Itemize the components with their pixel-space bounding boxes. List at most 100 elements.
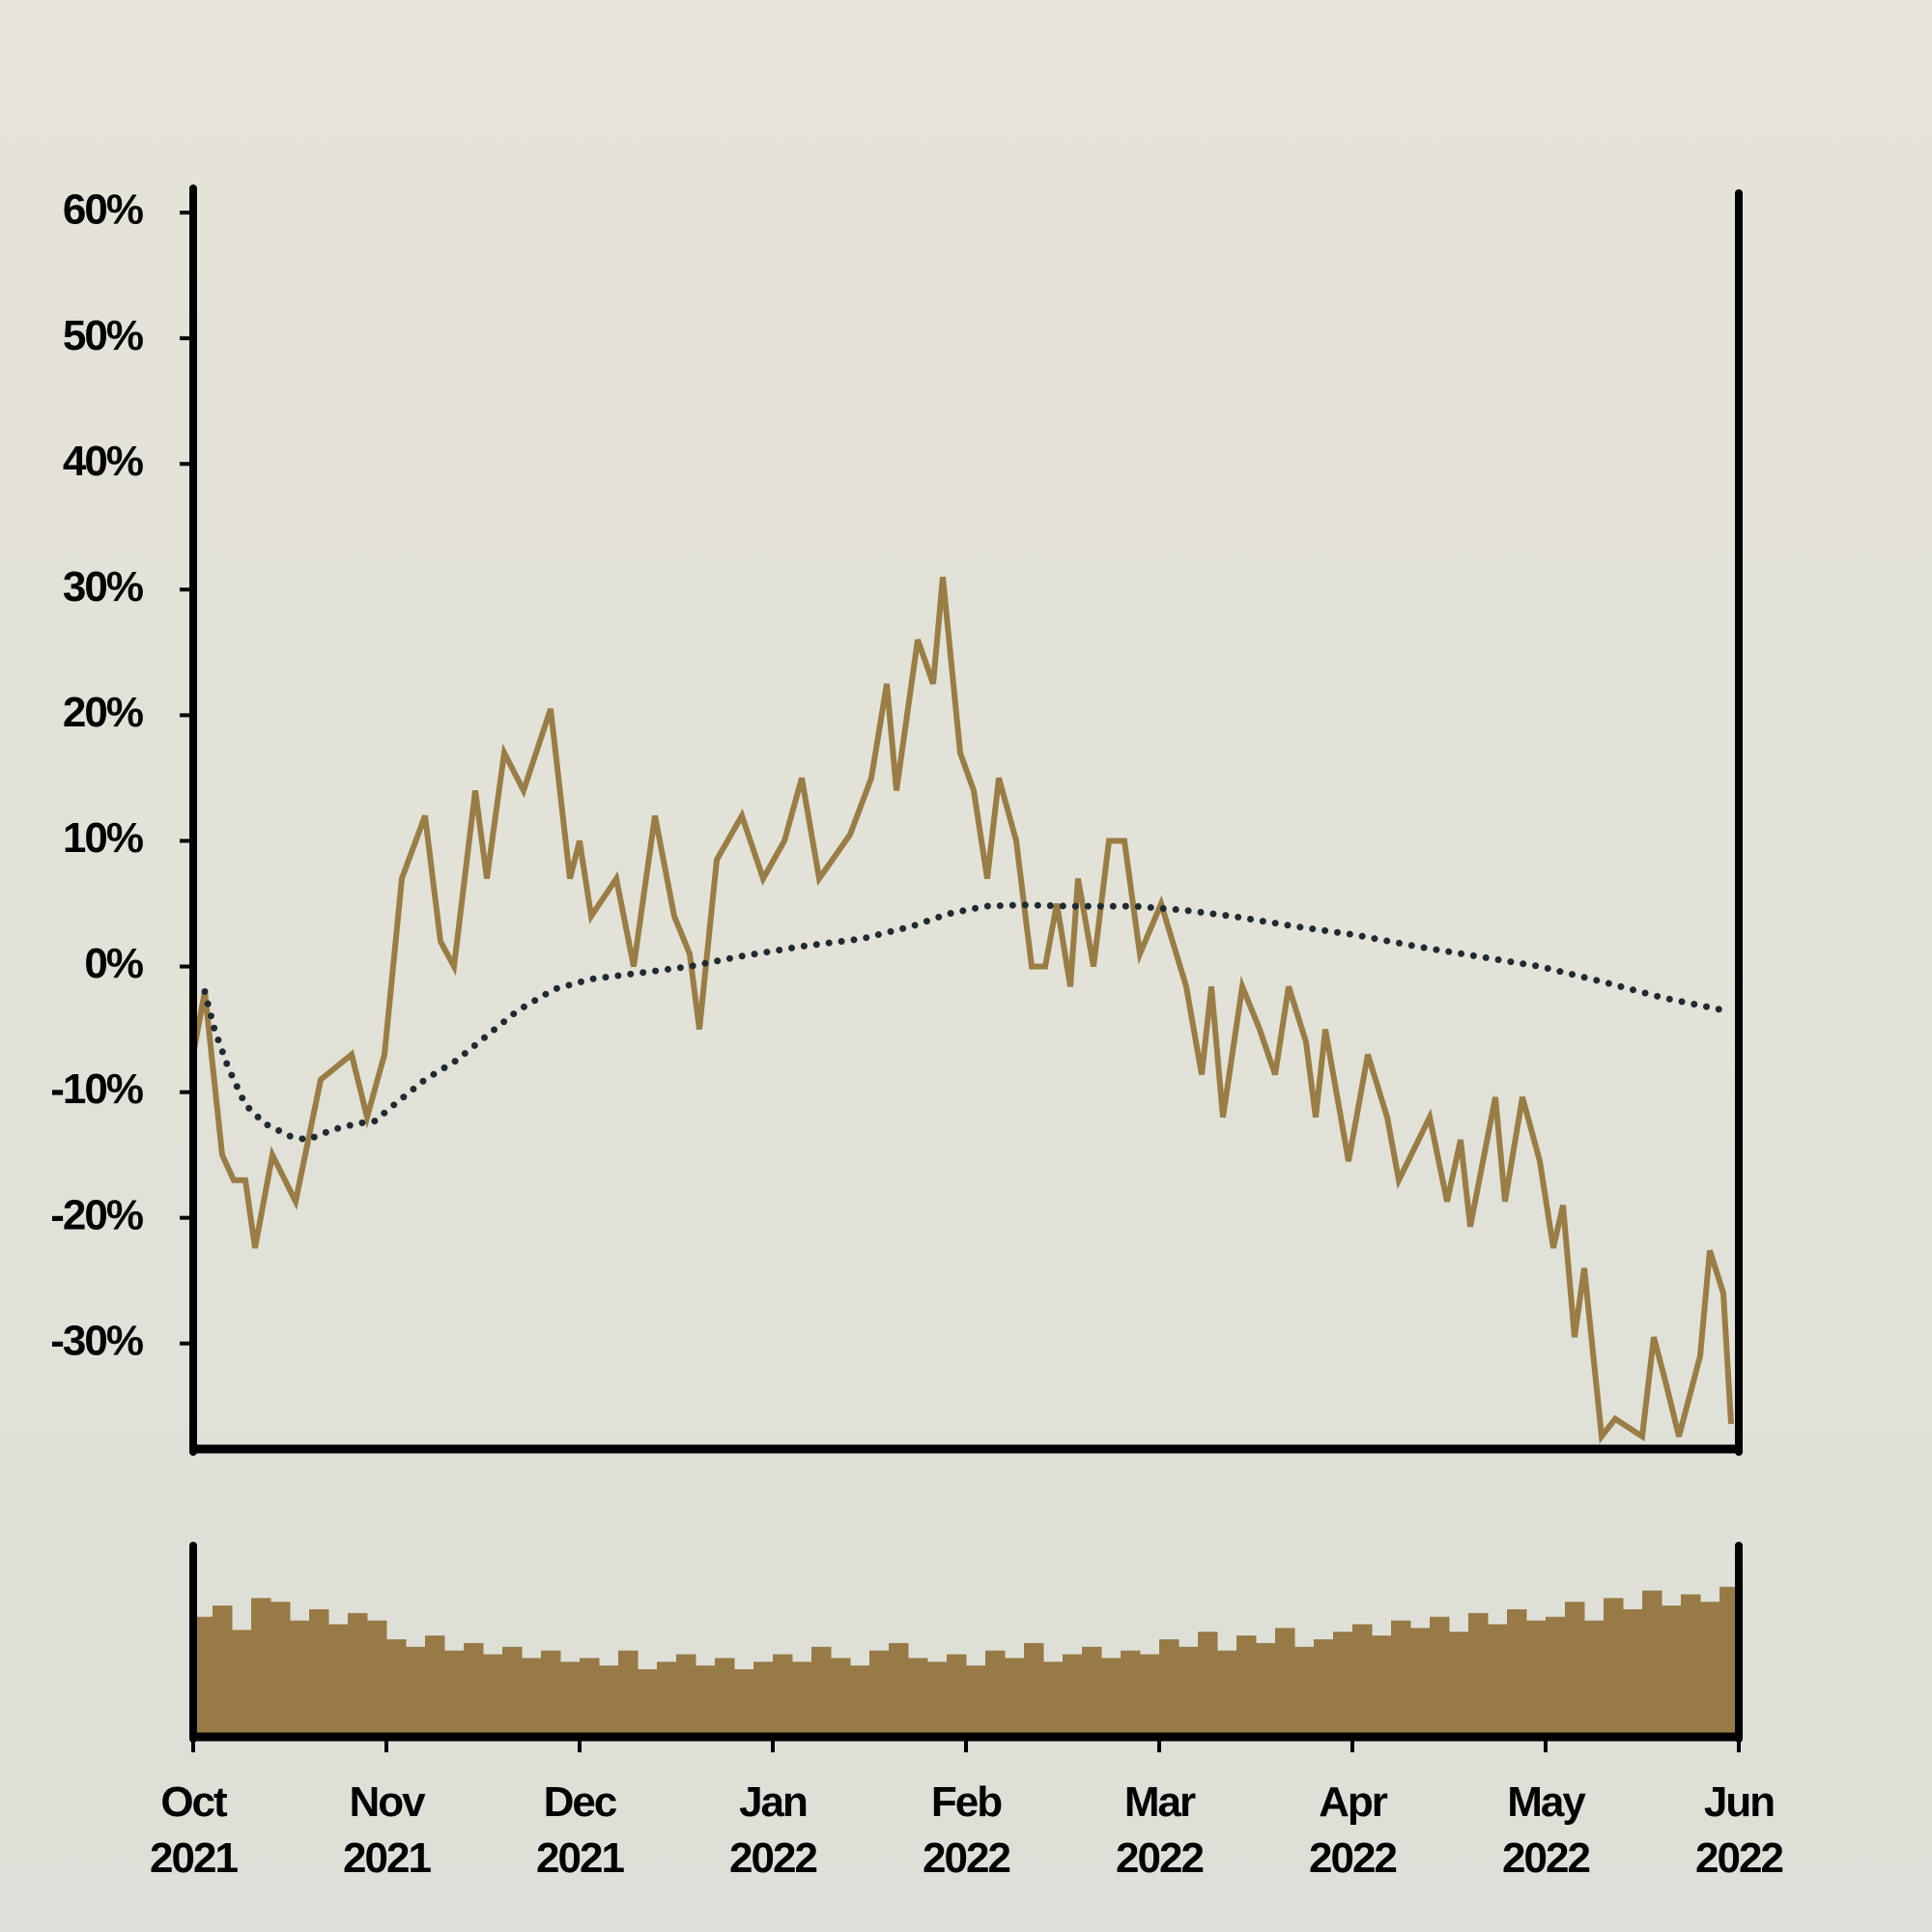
volume-bar	[1082, 1646, 1102, 1733]
volume-bar	[1449, 1632, 1469, 1733]
volume-bar	[599, 1665, 619, 1733]
volume-bar	[348, 1612, 368, 1733]
volume-bar	[560, 1662, 581, 1733]
volume-bar	[985, 1650, 1006, 1733]
volume-bar	[889, 1642, 909, 1733]
volume-bar	[1584, 1620, 1605, 1733]
volume-bar	[1642, 1590, 1662, 1733]
volume-bar	[1662, 1605, 1682, 1733]
volume-bar	[502, 1646, 523, 1733]
y-tick-label: 40%	[63, 438, 143, 485]
volume-bar	[1043, 1662, 1064, 1733]
volume-bar	[483, 1654, 503, 1733]
x-tick-label: Dec 2021	[536, 1778, 625, 1882]
volume-bar	[309, 1608, 329, 1733]
volume-bar	[1198, 1632, 1218, 1733]
volume-bar	[406, 1646, 426, 1733]
volume-bar	[734, 1669, 754, 1733]
volume-bar	[1063, 1654, 1083, 1733]
volume-bar	[1121, 1650, 1141, 1733]
volume-bar	[270, 1602, 291, 1733]
volume-bar	[193, 1616, 213, 1733]
volume-bar	[792, 1662, 812, 1733]
x-tick-label: Jan 2022	[729, 1778, 818, 1882]
volume-bar	[328, 1624, 349, 1733]
volume-bar	[425, 1635, 445, 1733]
volume-bar	[1101, 1658, 1122, 1733]
volume-bar	[1430, 1616, 1450, 1733]
volume-bar	[522, 1658, 542, 1733]
x-tick-label: Nov 2021	[343, 1778, 432, 1882]
volume-bar	[638, 1669, 658, 1733]
volume-bar	[947, 1654, 967, 1733]
volume-bar	[831, 1658, 851, 1733]
volume-bar	[1623, 1608, 1643, 1733]
volume-bar	[1719, 1586, 1740, 1733]
volume-bar	[444, 1650, 465, 1733]
volume-bar	[1005, 1658, 1025, 1733]
y-tick-label: -10%	[50, 1065, 143, 1113]
volume-bar	[966, 1665, 986, 1733]
y-tick-label: 30%	[63, 563, 143, 611]
volume-bar	[773, 1654, 793, 1733]
y-tick-label: 60%	[63, 186, 143, 234]
x-tick-label: Feb 2022	[923, 1778, 1011, 1882]
y-tick-label: -30%	[50, 1317, 143, 1364]
volume-bar	[1565, 1602, 1585, 1733]
volume-bar	[1468, 1612, 1489, 1733]
volume-bar	[386, 1639, 407, 1733]
volume-bar	[1488, 1624, 1508, 1733]
x-tick-label: Mar 2022	[1116, 1778, 1205, 1882]
volume-bar	[290, 1620, 310, 1733]
volume-bar	[251, 1598, 271, 1733]
volume-bar	[1179, 1646, 1199, 1733]
volume-bar	[850, 1665, 870, 1733]
volume-bar	[1681, 1594, 1701, 1733]
volume-bar	[715, 1658, 735, 1733]
y-tick-label: 50%	[63, 312, 143, 359]
volume-bar	[1256, 1642, 1276, 1733]
volume-bar	[464, 1642, 484, 1733]
volume-bar	[1526, 1620, 1547, 1733]
volume-bar	[1507, 1608, 1527, 1733]
moving-average-line	[201, 901, 1729, 1144]
x-tick-label: Apr 2022	[1309, 1778, 1398, 1882]
volume-bar	[753, 1662, 774, 1733]
volume-bar	[676, 1654, 696, 1733]
volume-bar	[1217, 1650, 1237, 1733]
x-tick-label: May 2022	[1502, 1778, 1591, 1882]
volume-bar	[232, 1630, 252, 1733]
y-tick-label: 10%	[63, 814, 143, 862]
volume-bar	[541, 1650, 561, 1733]
volume-bar	[1159, 1639, 1179, 1733]
price-line	[190, 577, 1734, 1444]
x-tick-label: Jun 2022	[1695, 1778, 1784, 1882]
volume-bar	[869, 1650, 890, 1733]
volume-bar	[1604, 1598, 1624, 1733]
volume-bar	[580, 1658, 600, 1733]
volume-bar	[1333, 1632, 1353, 1733]
volume-bar	[811, 1646, 832, 1733]
volume-bar	[1372, 1635, 1392, 1733]
volume-bar	[927, 1662, 948, 1733]
volume-bar	[1294, 1646, 1315, 1733]
volume-bar	[1275, 1628, 1295, 1733]
volume-bar	[367, 1620, 387, 1733]
y-tick-label: 20%	[63, 689, 143, 736]
volume-bar	[1410, 1628, 1431, 1733]
volume-bar	[908, 1658, 928, 1733]
volume-bar	[1391, 1620, 1411, 1733]
volume-bar	[1546, 1616, 1566, 1733]
volume-bar	[618, 1650, 639, 1733]
y-tick-label: -20%	[50, 1191, 143, 1238]
volume-bar	[1140, 1654, 1160, 1733]
y-tick-label: 0%	[84, 940, 142, 987]
volume-bar	[1314, 1639, 1334, 1733]
volume-bar	[657, 1662, 677, 1733]
volume-bar	[213, 1605, 233, 1733]
volume-bar	[1024, 1642, 1044, 1733]
volume-bar	[1700, 1602, 1720, 1733]
volume-bar	[1352, 1624, 1373, 1733]
x-tick-label: Oct 2021	[150, 1778, 239, 1882]
